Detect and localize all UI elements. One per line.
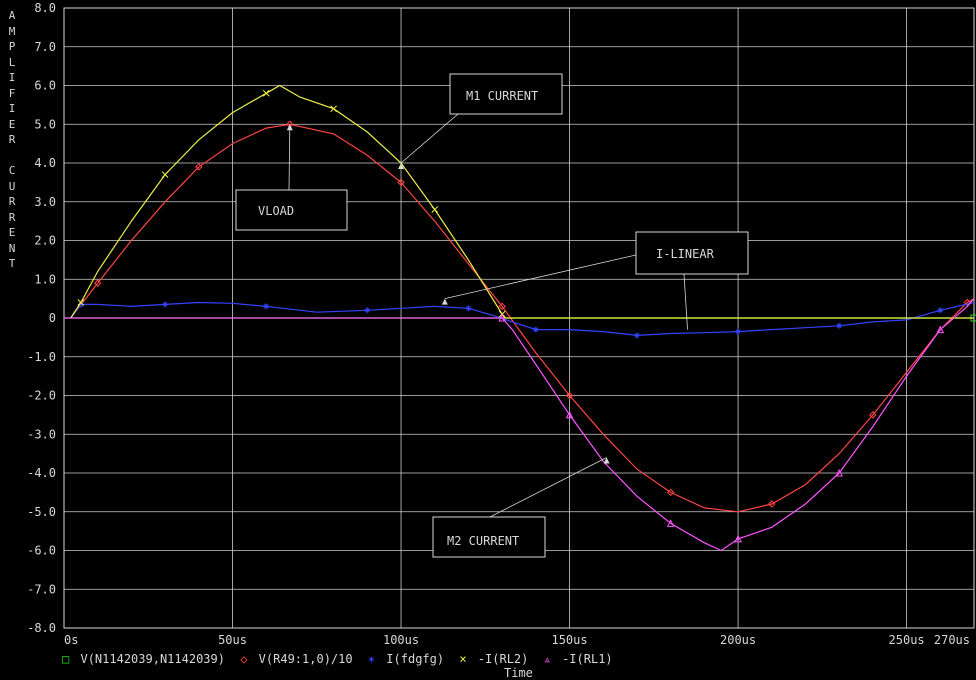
arrow-head — [441, 298, 448, 305]
legend: □ V(N1142039,N1142039) ◇ V(R49:1,0)/10 ✶… — [62, 652, 621, 666]
annotation-label: M2 CURRENT — [447, 534, 519, 548]
marker — [633, 332, 640, 339]
marker — [498, 313, 506, 322]
series-4 — [70, 84, 974, 319]
marker — [666, 519, 675, 527]
y-tick-label: -7.0 — [27, 582, 56, 596]
annotation-arrow — [444, 254, 637, 300]
annotation-label: M1 CURRENT — [466, 89, 538, 103]
x-tick-label: 250us — [889, 633, 925, 647]
annotation-box — [235, 189, 348, 231]
y-tick-label: -2.0 — [27, 389, 56, 403]
y-tick-label: -3.0 — [27, 427, 56, 441]
marker — [77, 301, 84, 308]
legend-item-1: □ V(N1142039,N1142039) — [62, 652, 225, 666]
annotation-box — [635, 231, 749, 275]
x-tick-label: 100us — [383, 633, 419, 647]
marker — [565, 410, 574, 419]
marker — [161, 171, 169, 178]
marker — [195, 163, 203, 171]
annotation-arrow — [489, 457, 607, 518]
annotation: VLOAD — [235, 124, 348, 231]
annotation: M2 CURRENT — [432, 457, 610, 558]
marker — [666, 488, 675, 497]
y-tick-label: 1.0 — [34, 272, 56, 286]
annotation-box — [449, 73, 563, 115]
y-tick-label: 4.0 — [34, 156, 56, 170]
series-3 — [70, 301, 975, 339]
marker — [936, 325, 945, 334]
y-tick-label: 7.0 — [34, 40, 56, 54]
marker — [937, 307, 944, 314]
x-tick-label: 0s — [64, 633, 78, 647]
annotation: I-LINEAR — [441, 231, 749, 305]
marker — [565, 391, 574, 400]
arrow-head — [286, 124, 293, 131]
marker — [93, 279, 102, 287]
marker — [77, 299, 85, 306]
y-axis-title: A M P L I F I E R C U R R E N T — [8, 9, 16, 270]
series-line — [70, 84, 974, 319]
marker — [734, 534, 742, 543]
marker — [836, 322, 843, 329]
y-tick-label: 2.0 — [34, 234, 56, 248]
series-2 — [70, 120, 975, 513]
x-tick-label: 50us — [218, 633, 247, 647]
series-line — [70, 301, 975, 337]
marker — [963, 298, 971, 307]
y-tick-label: 8.0 — [34, 1, 56, 15]
marker — [162, 301, 169, 308]
legend-item-2: ◇ V(R49:1,0)/10 — [240, 652, 353, 666]
annotation-arrow — [288, 124, 291, 191]
y-tick-label: -1.0 — [27, 350, 56, 364]
arrow-head — [603, 457, 610, 464]
annotation-label: I-LINEAR — [656, 247, 715, 261]
series-line — [64, 298, 975, 552]
y-tick-label: -6.0 — [27, 544, 56, 558]
y-tick-label: 6.0 — [34, 79, 56, 93]
x-tick-label: 200us — [720, 633, 756, 647]
marker — [465, 305, 472, 312]
marker — [735, 328, 742, 335]
series-5 — [64, 298, 975, 552]
annotation: M1 CURRENT — [398, 73, 563, 169]
series-group — [64, 84, 976, 552]
y-tick-label: -4.0 — [27, 466, 56, 480]
legend-item-3: ✶ I(fdgfg) — [367, 652, 445, 666]
annotation-arrow — [400, 113, 459, 164]
annotations: M1 CURRENT VLOAD I-LINEAR M2 CURRENT — [235, 73, 749, 558]
y-tick-label: 3.0 — [34, 195, 56, 209]
legend-item-5: ▵ -I(RL1) — [543, 652, 613, 666]
x-axis-title: Time — [504, 666, 533, 680]
y-tick-label: -5.0 — [27, 505, 56, 519]
y-tick-label: -8.0 — [27, 621, 56, 635]
marker — [364, 307, 371, 314]
series-line — [70, 123, 975, 513]
y-tick-label: 0 — [49, 311, 56, 325]
marker — [532, 326, 539, 333]
annotation-box — [432, 516, 546, 558]
arrow-head — [398, 163, 405, 169]
annotation-arrow — [683, 273, 688, 330]
marker — [835, 468, 843, 477]
x-tick-label: 150us — [551, 633, 587, 647]
marker — [330, 105, 337, 113]
marker — [768, 500, 776, 508]
marker — [498, 302, 506, 311]
legend-item-4: × -I(RL2) — [459, 652, 529, 666]
marker — [869, 411, 877, 419]
annotation-label: VLOAD — [258, 204, 294, 218]
marker — [262, 89, 270, 97]
x-tick-label: 270us — [934, 633, 970, 647]
marker — [431, 206, 439, 213]
marker — [263, 303, 270, 310]
marker — [397, 178, 405, 187]
y-tick-label: 5.0 — [34, 117, 56, 131]
